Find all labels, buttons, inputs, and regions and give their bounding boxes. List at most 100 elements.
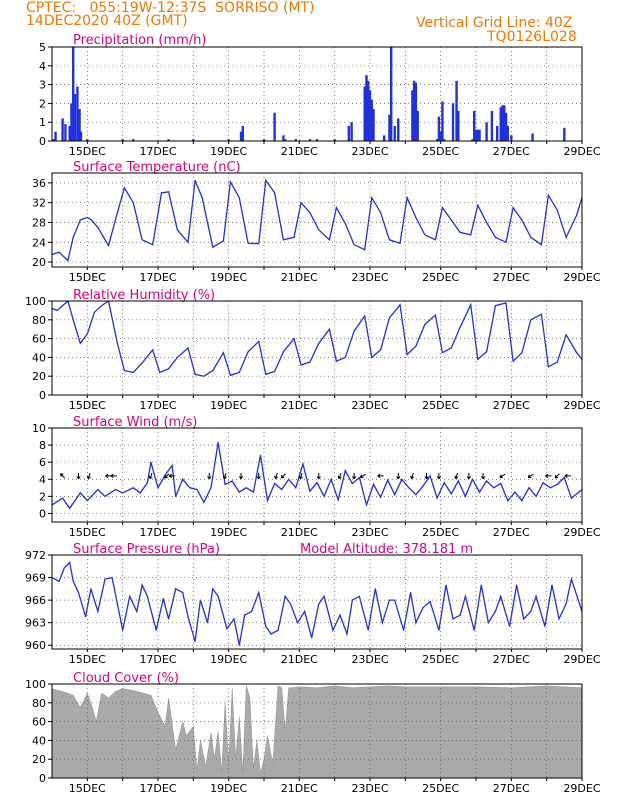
x-tick-label: 21DEC <box>281 526 318 539</box>
pressure-point <box>244 614 246 616</box>
pressure-point <box>551 584 553 586</box>
rh-point <box>212 370 214 372</box>
rh-point <box>141 362 143 364</box>
pressure-point <box>212 588 214 590</box>
wind-point <box>337 499 339 501</box>
wind-point <box>408 487 410 489</box>
pressure-point <box>217 595 219 598</box>
rh-point <box>187 347 189 349</box>
temp-title: Surface Temperature (nC) <box>73 160 241 175</box>
wind-arrow <box>480 472 486 480</box>
temp-point <box>335 207 337 209</box>
cloud-cover-point <box>205 766 207 768</box>
rh-point <box>512 360 514 362</box>
cloud-cover-point <box>90 702 92 704</box>
y-tick-label: 1 <box>39 116 46 129</box>
cloud-cover-point <box>288 687 290 689</box>
rh-point <box>470 304 472 306</box>
precip-bar <box>241 125 244 141</box>
pressure-point <box>374 588 376 590</box>
precip-plot <box>52 47 566 141</box>
x-tick-label: 29DEC <box>563 653 600 666</box>
x-tick-label: 23DEC <box>351 526 388 539</box>
rh-point <box>364 315 366 317</box>
rh-point <box>132 371 134 373</box>
pressure-point <box>403 629 405 631</box>
wind-point <box>478 491 481 493</box>
precip-bar <box>61 118 64 141</box>
rh-point <box>450 347 452 349</box>
precip-bar <box>54 131 57 141</box>
pressure-point <box>410 592 412 594</box>
pressure-point <box>85 616 87 618</box>
wind-point <box>450 493 452 495</box>
wind-point <box>493 487 495 489</box>
x-tick-label: 27DEC <box>493 653 530 666</box>
rh-point <box>434 314 436 316</box>
y-tick-label: 40 <box>32 351 46 364</box>
wind-arrow <box>396 472 401 480</box>
precip-panel: Precipitation (mm/h) 0 1 2 3 4 5 15DEC 17DEC 19DE… <box>39 33 601 158</box>
temp-point <box>364 249 366 251</box>
pressure-point <box>58 580 60 582</box>
wind-title: Surface Wind (m/s) <box>73 415 197 430</box>
temp-point <box>274 192 276 194</box>
pressure-point <box>289 603 292 605</box>
precip-bar <box>239 131 243 141</box>
rh-point <box>194 373 196 375</box>
wind-point <box>387 479 389 481</box>
rh-point <box>309 361 311 363</box>
temp-point <box>505 241 507 243</box>
temp-point <box>530 236 532 238</box>
rh-point <box>353 330 355 332</box>
x-tick-label: 17DEC <box>139 526 176 539</box>
rh-point <box>176 356 178 358</box>
pressure-point <box>523 618 525 620</box>
cloud-cover-point <box>104 694 106 696</box>
wind-point <box>231 480 233 482</box>
y-tick-label: 0 <box>39 135 46 148</box>
wind-point <box>351 482 353 485</box>
precip-bar <box>294 139 297 141</box>
x-tick-label: 21DEC <box>281 271 318 284</box>
pressure-point <box>122 629 124 631</box>
cloud-cover-point <box>369 686 371 688</box>
cloud-cover-point <box>143 693 145 694</box>
pressure-point <box>332 629 334 631</box>
cloud-cover-point <box>108 697 109 699</box>
precip-bar <box>441 101 444 141</box>
x-tick-label: 17DEC <box>139 271 176 284</box>
precip-bar <box>457 110 460 141</box>
cloud-cover-point <box>334 685 336 687</box>
temp-point <box>222 240 224 242</box>
precip-bar <box>367 80 370 141</box>
x-tick-label: 15DEC <box>69 145 106 158</box>
pressure-point <box>251 610 253 613</box>
rh-point <box>258 340 260 342</box>
temp-point <box>176 229 178 231</box>
wind-point <box>429 475 431 477</box>
temp-point <box>160 192 163 194</box>
wind-arrow <box>359 473 366 479</box>
temp-point <box>168 191 170 193</box>
cloud-cover-point <box>196 770 198 771</box>
y-tick-label: 0 <box>39 772 46 785</box>
y-tick-label: 5 <box>39 41 46 54</box>
y-tick-label: 20 <box>32 370 46 383</box>
wind-point <box>189 487 191 489</box>
wind-point <box>115 488 117 491</box>
wind-point <box>528 487 530 489</box>
x-tick-label: 27DEC <box>493 782 530 795</box>
precip-bar <box>496 125 499 141</box>
temp-point <box>141 239 143 241</box>
x-tick-label: 23DEC <box>351 399 388 412</box>
precip-bar <box>455 80 458 141</box>
wind-point <box>316 482 318 484</box>
header-model-id: TQ0126L028 <box>487 29 577 45</box>
precip-bar <box>192 139 195 141</box>
pressure-point <box>323 595 325 598</box>
cloud-cover-point <box>546 685 548 687</box>
precip-bar <box>167 139 170 141</box>
x-tick-label: 21DEC <box>281 782 318 795</box>
rh-point <box>247 351 249 353</box>
